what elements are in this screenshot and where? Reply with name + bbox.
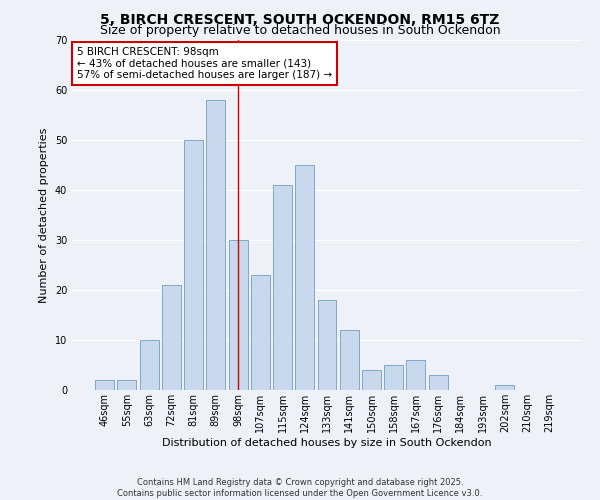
- Text: 5 BIRCH CRESCENT: 98sqm
← 43% of detached houses are smaller (143)
57% of semi-d: 5 BIRCH CRESCENT: 98sqm ← 43% of detache…: [77, 47, 332, 80]
- Bar: [384, 365, 403, 390]
- Bar: [273, 185, 292, 390]
- Bar: [429, 375, 448, 390]
- Bar: [362, 370, 381, 390]
- Bar: [184, 140, 203, 390]
- Bar: [406, 360, 425, 390]
- X-axis label: Distribution of detached houses by size in South Ockendon: Distribution of detached houses by size …: [162, 438, 492, 448]
- Bar: [118, 380, 136, 390]
- Bar: [229, 240, 248, 390]
- Bar: [251, 275, 270, 390]
- Bar: [162, 285, 181, 390]
- Bar: [140, 340, 158, 390]
- Bar: [295, 165, 314, 390]
- Text: 5, BIRCH CRESCENT, SOUTH OCKENDON, RM15 6TZ: 5, BIRCH CRESCENT, SOUTH OCKENDON, RM15 …: [100, 12, 500, 26]
- Bar: [206, 100, 225, 390]
- Bar: [317, 300, 337, 390]
- Text: Size of property relative to detached houses in South Ockendon: Size of property relative to detached ho…: [100, 24, 500, 37]
- Bar: [496, 385, 514, 390]
- Y-axis label: Number of detached properties: Number of detached properties: [39, 128, 49, 302]
- Bar: [95, 380, 114, 390]
- Bar: [340, 330, 359, 390]
- Text: Contains HM Land Registry data © Crown copyright and database right 2025.
Contai: Contains HM Land Registry data © Crown c…: [118, 478, 482, 498]
